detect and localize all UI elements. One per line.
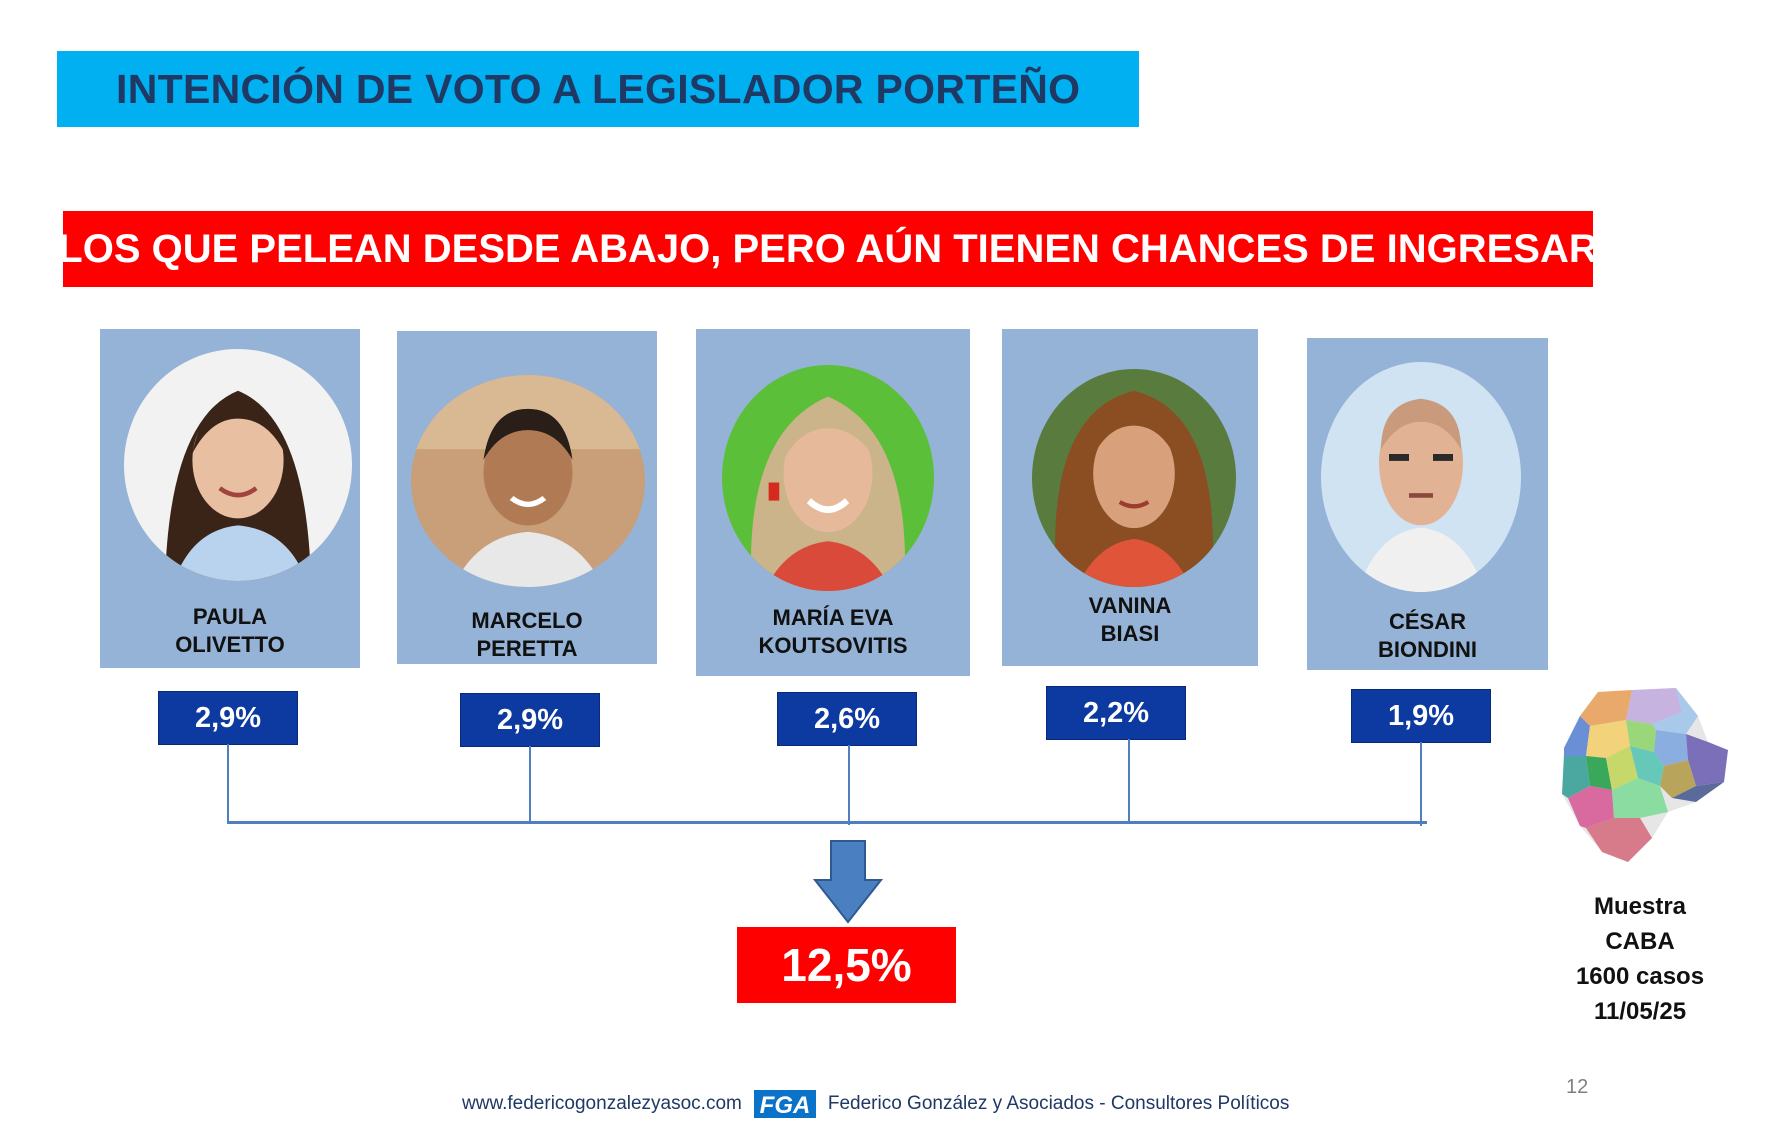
candidate-name: PAULA OLIVETTO	[175, 604, 285, 657]
footer: www.federicogonzalezyasoc.com FGA Federi…	[462, 1088, 1289, 1120]
candidate-photo	[124, 349, 352, 581]
connector-line	[227, 821, 1427, 824]
fga-logo: FGA	[753, 1090, 816, 1119]
candidate-photo	[1321, 362, 1521, 592]
candidate-photo	[411, 375, 645, 587]
percentage-box: 1,9%	[1351, 689, 1491, 743]
down-arrow-icon	[813, 840, 883, 924]
connector-line	[529, 746, 531, 822]
candidate-photo	[722, 365, 934, 591]
connector-line	[848, 745, 850, 825]
caba-map-icon	[1562, 688, 1728, 862]
percentage-box: 2,9%	[158, 691, 298, 745]
page-number: 12	[1566, 1076, 1589, 1098]
candidate-name: VANINA BIASI	[1088, 593, 1172, 646]
percentage-box: 2,6%	[777, 692, 917, 746]
page-subtitle: LOS QUE PELEAN DESDE ABAJO, PERO AÚN TIE…	[58, 226, 1598, 271]
subtitle-banner: LOS QUE PELEAN DESDE ABAJO, PERO AÚN TIE…	[58, 211, 1598, 287]
candidate-name: MARÍA EVA KOUTSOVITIS	[758, 605, 908, 658]
candidate-name: CÉSAR BIONDINI	[1378, 609, 1477, 662]
svg-text:FGA: FGA	[760, 1092, 811, 1119]
connector-line	[1420, 742, 1422, 826]
candidate-photo	[1032, 369, 1236, 587]
candidate-card-peretta: MARCELO PERETTA	[397, 331, 657, 664]
percentage-box: 2,2%	[1046, 686, 1186, 740]
candidate-card-olivetto: PAULA OLIVETTO	[100, 329, 360, 668]
title-banner: INTENCIÓN DE VOTO A LEGISLADOR PORTEÑO	[57, 51, 1139, 127]
candidate-card-koutsovitis: MARÍA EVA KOUTSOVITIS	[696, 329, 970, 676]
page-title: INTENCIÓN DE VOTO A LEGISLADOR PORTEÑO	[116, 65, 1081, 112]
company-name: Federico González y Asociados - Consulto…	[827, 1093, 1290, 1114]
website-link[interactable]: www.federicogonzalezyasoc.com	[462, 1093, 742, 1114]
connector-line	[227, 744, 229, 822]
candidate-card-biasi: VANINA BIASI	[1002, 329, 1258, 666]
connector-line	[1128, 739, 1130, 821]
total-percentage: 12,5%	[737, 927, 956, 1003]
candidate-name: MARCELO PERETTA	[471, 608, 583, 661]
sample-info: Muestra CABA 1600 casos 11/05/25	[1575, 893, 1705, 1025]
candidate-card-biondini: CÉSAR BIONDINI	[1307, 338, 1548, 670]
percentage-box: 2,9%	[460, 693, 600, 747]
